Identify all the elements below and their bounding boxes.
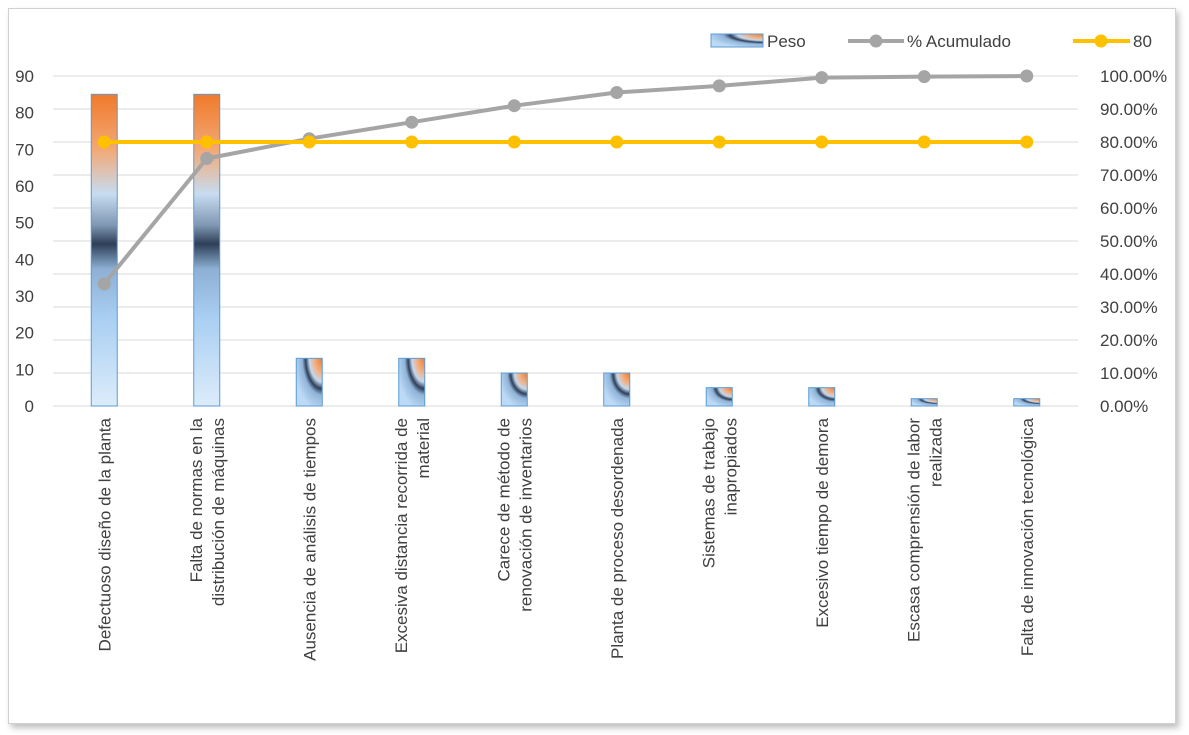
right-tick-label: 80.00% — [1100, 133, 1158, 152]
legend-label-threshold: 80 — [1133, 32, 1152, 51]
threshold-point — [97, 135, 111, 149]
left-axis-ticks: 0 10 20 30 40 50 60 70 80 90 — [15, 67, 34, 416]
bar — [910, 398, 938, 407]
right-tick-label: 20.00% — [1100, 331, 1158, 350]
right-tick-label: 90.00% — [1100, 100, 1158, 119]
right-tick-label: 100.00% — [1100, 67, 1167, 86]
category-labels: Defectuoso diseño de la planta Falta de n… — [95, 417, 1037, 660]
cumulative-point — [405, 115, 419, 129]
left-tick-label: 60 — [15, 177, 34, 196]
threshold-point — [507, 135, 521, 149]
left-tick-label: 80 — [15, 104, 34, 123]
left-tick-label: 20 — [15, 324, 34, 343]
threshold-point — [610, 135, 624, 149]
bar — [398, 357, 426, 407]
right-tick-label: 0.00% — [1100, 397, 1148, 416]
threshold-point — [815, 135, 829, 149]
category-label: Excesivo tiempo de demora — [813, 417, 832, 627]
threshold-point — [405, 135, 419, 149]
cumulative-point — [507, 99, 521, 113]
left-tick-label: 90 — [15, 67, 34, 86]
cumulative-point — [1020, 69, 1034, 83]
threshold-point — [917, 135, 931, 149]
bar — [500, 372, 528, 407]
category-label: renovación de inventarios — [516, 418, 535, 612]
cumulative-point — [917, 70, 931, 84]
category-label: Ausencia de análisis de tiempos — [300, 418, 319, 661]
left-tick-label: 30 — [15, 287, 34, 306]
cumulative-point — [200, 152, 214, 165]
threshold-point — [302, 135, 316, 149]
cumulative-point — [97, 277, 111, 291]
category-label: Planta de proceso desordenada — [608, 417, 627, 659]
right-tick-label: 50.00% — [1100, 232, 1158, 251]
right-tick-label: 10.00% — [1100, 364, 1158, 383]
threshold-point — [1020, 135, 1034, 149]
right-axis-ticks: 0.00% 10.00% 20.00% 30.00% 40.00% 50.00% 60.00… — [1100, 67, 1167, 416]
category-label: Defectuoso diseño de la planta — [95, 417, 114, 651]
legend: Peso % Acumulado 80 — [710, 32, 1152, 51]
cumulative-point — [712, 79, 726, 93]
threshold-point — [712, 135, 726, 149]
category-label: material — [414, 418, 433, 478]
category-label: Falta de innovación tecnológica — [1018, 417, 1037, 656]
category-label: inapropiados — [721, 418, 740, 515]
legend-marker-cumulative — [869, 34, 883, 48]
category-label: Excesiva distancia recorrida de — [392, 418, 411, 653]
category-label: Sistemas de trabajo — [699, 418, 718, 568]
right-tick-label: 40.00% — [1100, 265, 1158, 284]
legend-label-cumulative: % Acumulado — [907, 32, 1011, 51]
category-label: Carece de método de — [494, 418, 513, 582]
category-label: Falta de normas en la — [187, 417, 206, 582]
left-tick-label: 0 — [25, 397, 34, 416]
bar — [808, 387, 836, 407]
left-tick-label: 40 — [15, 250, 34, 269]
legend-swatch-peso — [710, 33, 764, 48]
cumulative-point — [815, 71, 829, 85]
category-label: Escasa comprensión de labor — [904, 418, 923, 642]
bar — [705, 387, 733, 407]
threshold-point — [200, 135, 214, 149]
legend-label-peso: Peso — [767, 32, 806, 51]
cumulative-point — [610, 86, 624, 99]
left-tick-label: 50 — [15, 214, 34, 233]
bar — [1013, 398, 1041, 407]
bar — [295, 357, 323, 407]
right-tick-label: 60.00% — [1100, 199, 1158, 218]
bar — [603, 372, 631, 407]
legend-marker-threshold — [1094, 34, 1108, 48]
right-tick-label: 70.00% — [1100, 166, 1158, 185]
category-label: realizada — [926, 417, 945, 487]
category-label: distribución de máquinas — [209, 418, 228, 606]
right-tick-label: 30.00% — [1100, 298, 1158, 317]
line-series — [97, 69, 1034, 291]
left-tick-label: 10 — [15, 360, 34, 379]
cumulative-line — [102, 74, 1027, 286]
left-tick-label: 70 — [15, 140, 34, 159]
